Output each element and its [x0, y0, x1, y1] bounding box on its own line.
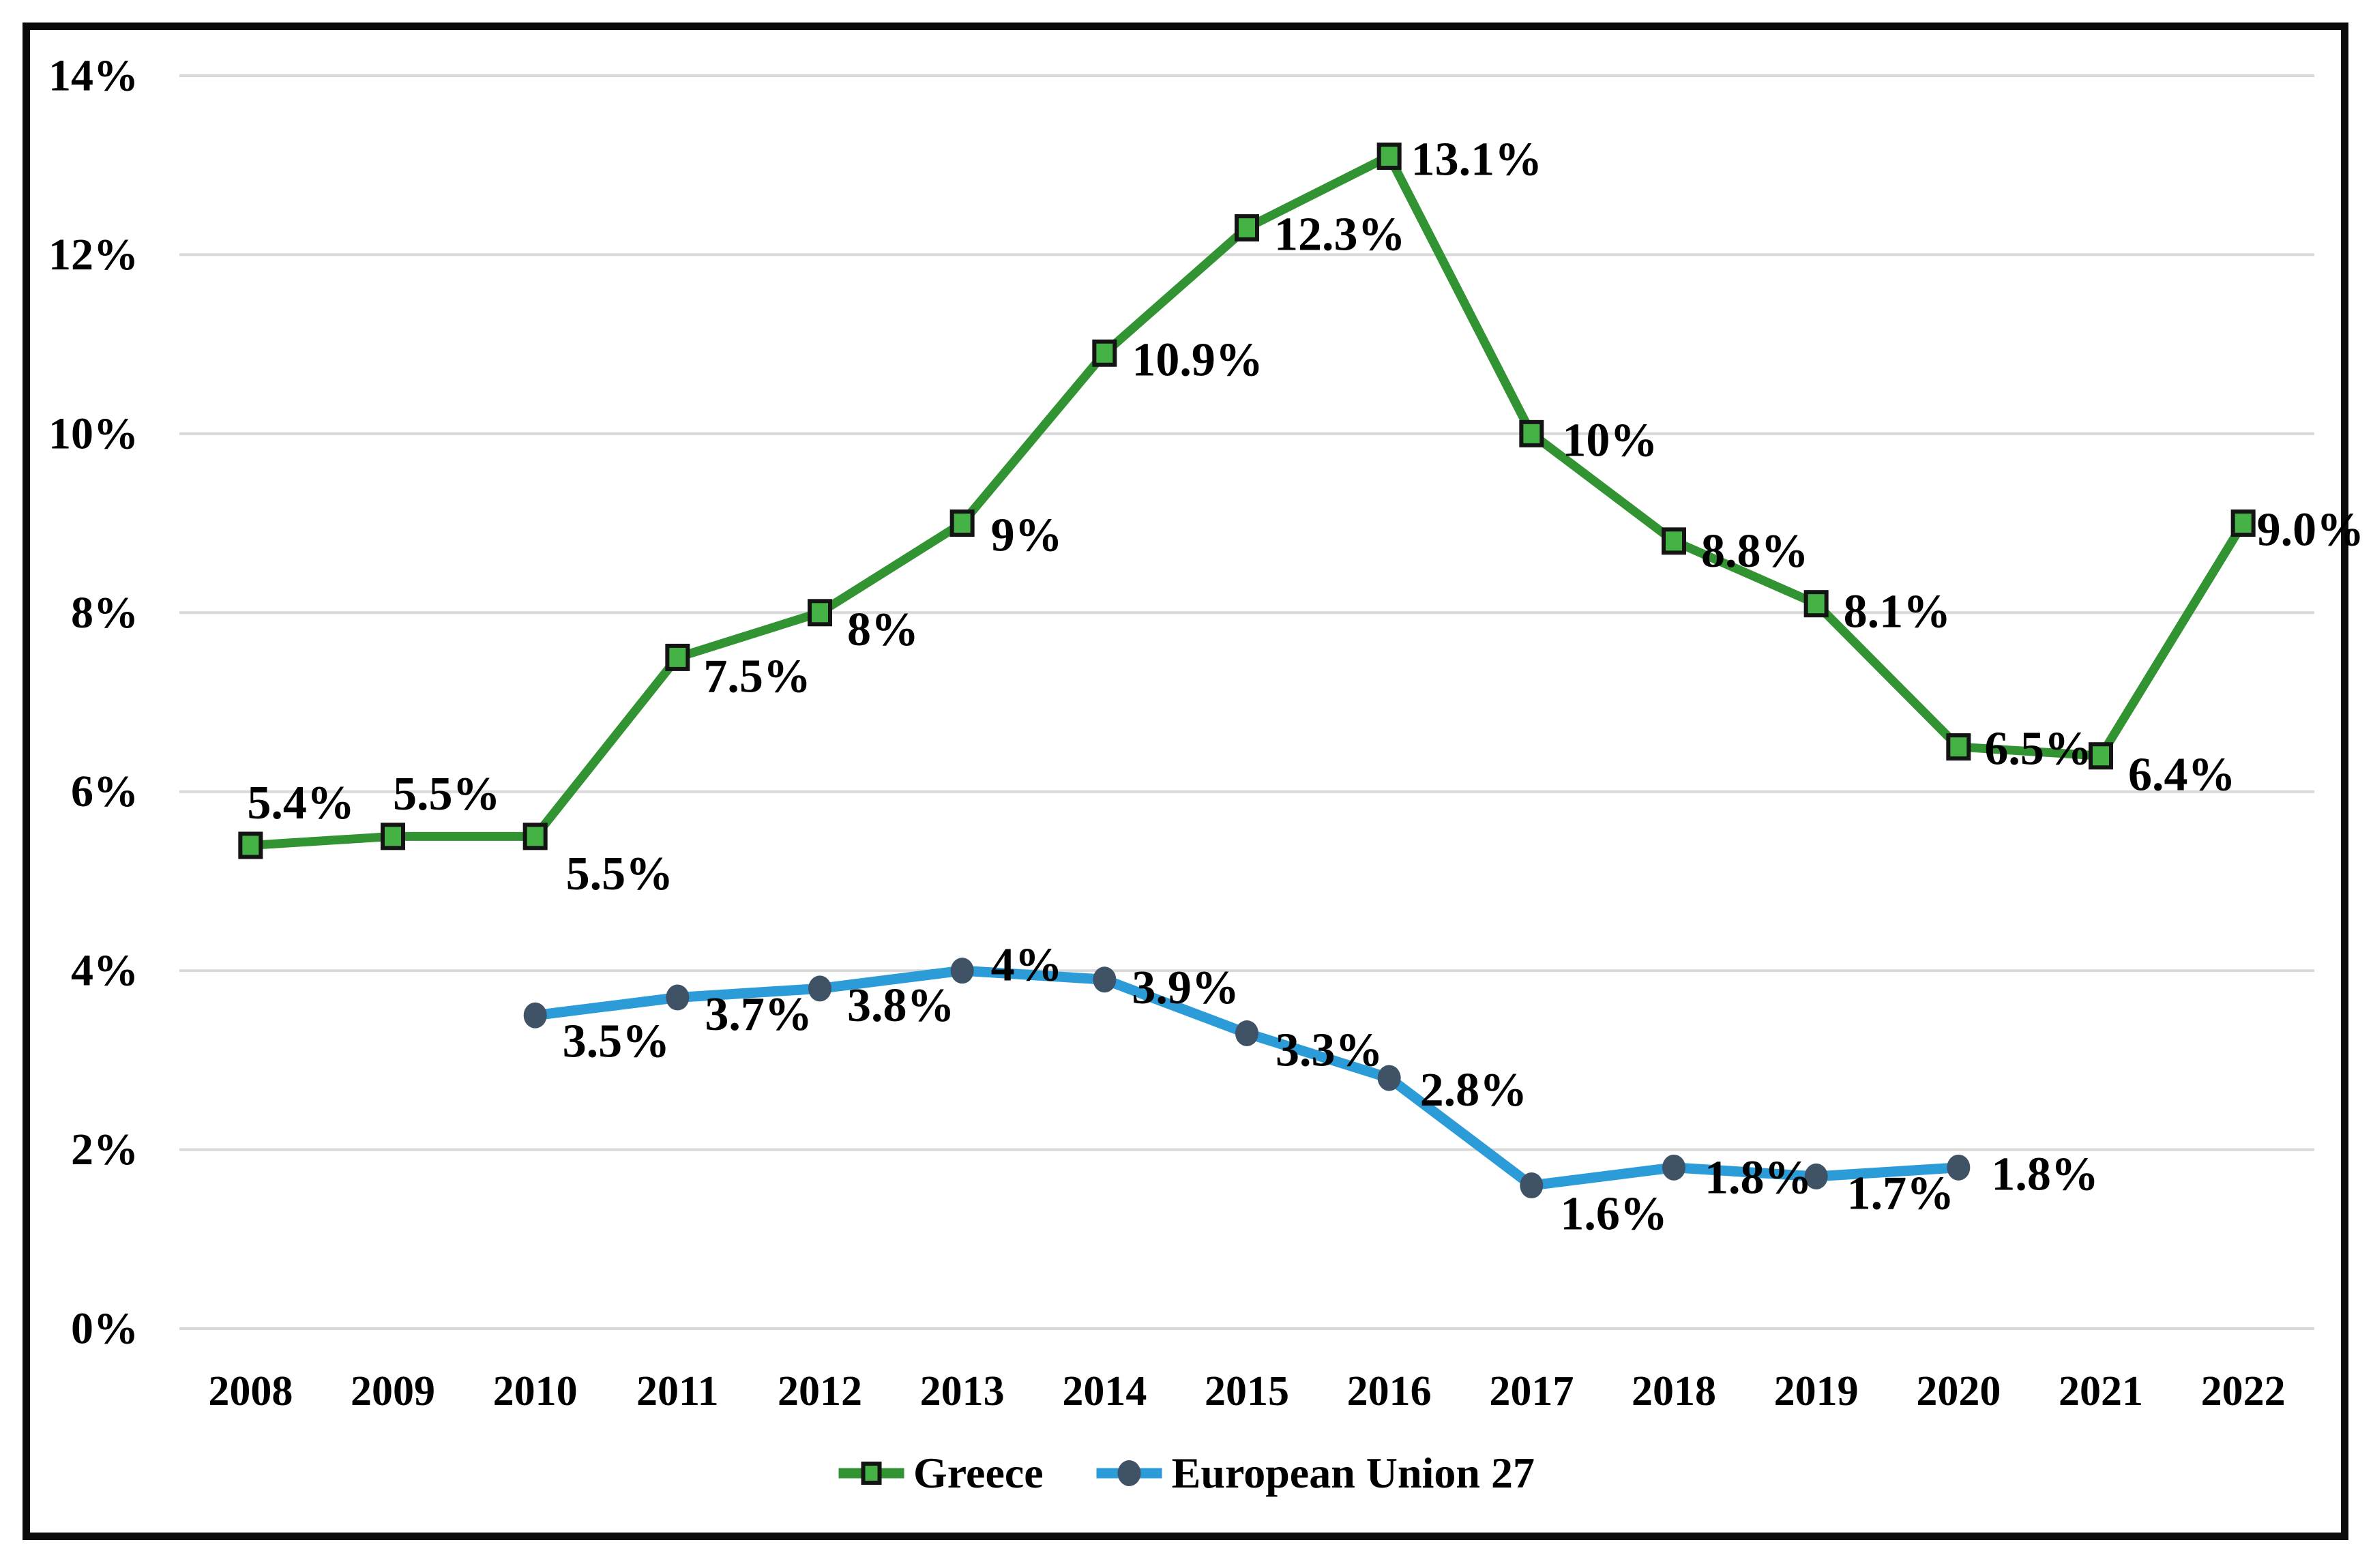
greece-data-label: 8%	[847, 604, 919, 656]
greece-marker	[2089, 742, 2113, 770]
x-axis-label: 2020	[1916, 1368, 2001, 1415]
european-union-27-marker	[1235, 1020, 1258, 1046]
european-union-27-marker	[950, 958, 974, 984]
chart-frame	[23, 23, 2348, 1540]
european-union-27-marker	[1377, 1065, 1401, 1091]
greece-series-line	[246, 151, 2248, 850]
greece-data-label: 10.9%	[1132, 334, 1263, 386]
greece-marker	[1946, 733, 1971, 761]
x-axis-label: 2010	[493, 1368, 578, 1415]
greece-marker	[522, 823, 548, 850]
greece-marker	[808, 599, 832, 627]
european-union-27-data-label: 3.3%	[1276, 1024, 1383, 1076]
greece-marker	[2230, 509, 2256, 537]
x-axis-label: 2013	[920, 1368, 1005, 1415]
greece-data-label: 7.5%	[703, 650, 811, 702]
european-union-27-marker	[1804, 1163, 1828, 1189]
x-axis-label: 2018	[1632, 1368, 1716, 1415]
greece-marker	[238, 831, 263, 859]
y-axis-label: 6%	[71, 767, 138, 816]
y-axis-label: 0%	[71, 1304, 138, 1354]
greece-marker	[1803, 590, 1829, 618]
greece-data-label: 9.0%	[2257, 504, 2365, 557]
european-union-27-data-label: 3.7%	[705, 988, 812, 1041]
x-axis-label: 2008	[208, 1368, 293, 1415]
greece-data-label: 6.5%	[1984, 723, 2092, 775]
legend-label-european-union-27: European Union 27	[1171, 1449, 1535, 1497]
greece-marker	[1662, 527, 1686, 555]
greece-data-label: 5.5%	[566, 848, 674, 900]
european-union-27-data-label: 1.8%	[1705, 1151, 1812, 1204]
european-union-27-data-label: 1.7%	[1847, 1167, 1955, 1219]
european-union-27-marker	[808, 975, 831, 1002]
european-union-27-data-label: 3.8%	[847, 979, 955, 1032]
y-axis-label: 8%	[71, 588, 138, 638]
european-union-27-marker	[1662, 1154, 1685, 1181]
european-union-27-data-label: 1.8%	[1991, 1148, 2099, 1200]
greece-marker	[1376, 143, 1402, 171]
greece-marker	[1235, 214, 1259, 242]
legend-square-marker-icon	[861, 1462, 882, 1485]
y-axis-label: 10%	[48, 409, 138, 458]
x-axis-label: 2021	[2059, 1368, 2143, 1415]
european-union-27-data-label: 3.5%	[563, 1015, 670, 1067]
legend-item-greece: Greece	[838, 1451, 1044, 1495]
chart-legend: Greece European Union 27	[838, 1451, 1535, 1495]
european-union-27-data-label: 2.8%	[1420, 1064, 1528, 1116]
european-union-27-marker	[666, 984, 690, 1011]
x-axis-label: 2016	[1347, 1368, 1432, 1415]
greece-data-label: 13.1%	[1411, 134, 1543, 186]
greece-data-label: 5.4%	[247, 777, 355, 829]
x-axis-label: 2015	[1205, 1368, 1289, 1415]
european-union-27-line-marker-swatch-icon	[1096, 1460, 1162, 1487]
legend-circle-marker-icon	[1117, 1460, 1141, 1486]
greece-marker	[1092, 339, 1117, 367]
x-axis-label: 2012	[778, 1368, 862, 1415]
greece-data-label: 10%	[1562, 414, 1657, 467]
legend-label-greece: Greece	[913, 1449, 1044, 1497]
legend-item-european-union-27: European Union 27	[1096, 1449, 1535, 1497]
european-union-27-data-label: 4%	[991, 939, 1063, 992]
x-axis-label: 2011	[636, 1368, 719, 1415]
european-union-27-data-label: 1.6%	[1560, 1188, 1668, 1241]
greece-data-label: 9%	[991, 509, 1063, 562]
greece-line-marker-swatch-icon	[838, 1460, 904, 1487]
greece-data-label: 8.1%	[1844, 586, 1951, 638]
x-axis-label: 2009	[351, 1368, 435, 1415]
y-axis-label: 14%	[48, 51, 138, 101]
greece-data-label: 8.8%	[1701, 525, 1809, 578]
european-union-27-marker	[1520, 1172, 1544, 1199]
european-union-27-marker	[1093, 966, 1117, 993]
x-axis-label: 2022	[2201, 1368, 2286, 1415]
european-union-27-marker	[1947, 1154, 1971, 1181]
y-axis-label: 4%	[71, 946, 138, 996]
greece-marker	[665, 643, 690, 671]
greece-data-label: 12.3%	[1274, 209, 1406, 261]
greece-marker	[381, 823, 405, 850]
greece-marker	[949, 509, 975, 537]
x-axis-label: 2019	[1774, 1368, 1859, 1415]
greece-data-label: 6.4%	[2128, 749, 2236, 801]
y-axis-label: 2%	[71, 1125, 138, 1174]
y-axis-label: 12%	[48, 230, 138, 280]
x-axis-label: 2014	[1062, 1368, 1147, 1415]
european-union-27-data-label: 3.9%	[1132, 962, 1239, 1014]
greece-marker	[1519, 419, 1544, 447]
x-axis-label: 2017	[1489, 1368, 1574, 1415]
european-union-27-marker	[523, 1002, 547, 1029]
greece-data-label: 5.5%	[393, 768, 501, 820]
